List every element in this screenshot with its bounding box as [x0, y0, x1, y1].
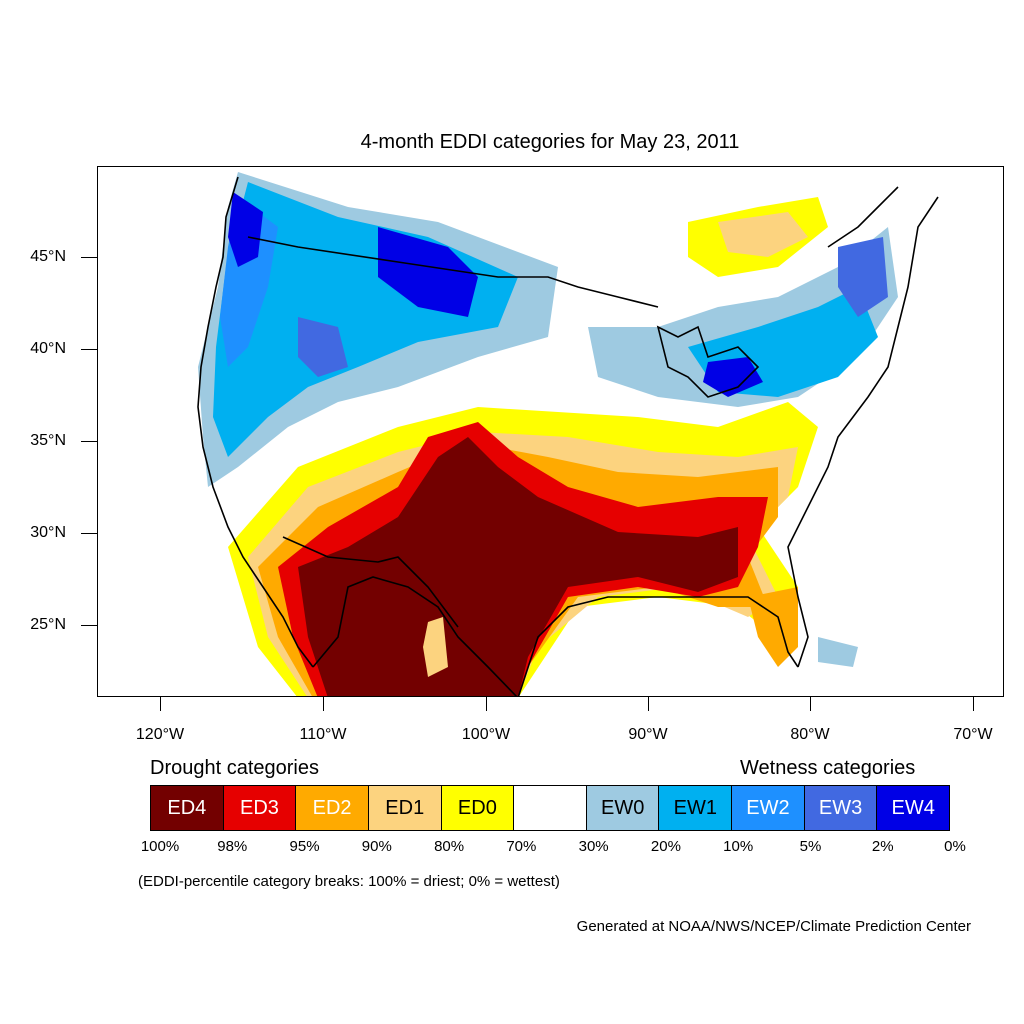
drought-heading: Drought categories [150, 757, 319, 779]
lat-label: 35°N [30, 432, 66, 449]
lon-label: 70°W [953, 726, 993, 743]
percentile-label: 0% [944, 838, 966, 855]
wet-region-montana [378, 227, 478, 317]
wet-region-new-england [838, 237, 888, 317]
map-title: 4-month EDDI categories for May 23, 2011 [360, 131, 740, 153]
atlantic-coast [787, 196, 939, 668]
percentile-label: 5% [799, 838, 822, 855]
lon-label: 100°W [461, 726, 511, 743]
great-lakes-outline [656, 325, 760, 398]
lat-tick [81, 533, 97, 534]
legend-bar: ED4 ED3 ED2 ED1 ED0 EW0 EW1 EW2 EW3 EW4 [150, 785, 950, 831]
percentile-label: 30% [578, 838, 609, 855]
dry-region-ed1-pocket [423, 617, 448, 677]
percentile-label: 20% [650, 838, 681, 855]
canada-border [247, 236, 659, 308]
wet-region-florida-keys [818, 637, 858, 667]
lat-tick [81, 625, 97, 626]
percentile-label: 10% [723, 838, 754, 855]
lat-label: 45°N [30, 248, 66, 265]
gulf-coast [312, 576, 518, 696]
legend-swatch-neutral [514, 786, 587, 830]
mexico-border [282, 536, 459, 628]
percentile-label: 80% [434, 838, 465, 855]
wet-region-washington [228, 192, 263, 267]
lon-tick [486, 697, 487, 711]
map-frame[interactable] [97, 166, 1004, 697]
wet-region-lake-erie [703, 357, 763, 397]
legend-swatch-ed2: ED2 [296, 786, 369, 830]
lon-tick [323, 697, 324, 711]
lat-tick [81, 349, 97, 350]
lon-label: 120°W [135, 726, 185, 743]
category-note: (EDDI-percentile category breaks: 100% =… [138, 873, 560, 890]
dry-region-south-ed4 [298, 437, 738, 696]
wet-region-idaho [298, 317, 348, 377]
lon-label: 90°W [628, 726, 668, 743]
legend-swatch-ed1: ED1 [368, 786, 442, 830]
wetness-heading: Wetness categories [740, 757, 916, 779]
legend-swatch-ew0: EW0 [586, 786, 660, 830]
percentile-label: 95% [289, 838, 320, 855]
lon-tick [973, 697, 974, 711]
lat-label: 40°N [30, 340, 66, 357]
lon-tick [648, 697, 649, 711]
percentile-label: 98% [217, 838, 248, 855]
legend-swatch-ew1: EW1 [659, 786, 733, 830]
lon-tick [810, 697, 811, 711]
coastline-and-boundaries [197, 176, 939, 696]
eddi-map [197, 172, 939, 696]
lon-tick [160, 697, 161, 711]
legend-swatch-ew3: EW3 [804, 786, 878, 830]
percentile-label: 90% [361, 838, 392, 855]
west-coast [197, 176, 314, 668]
legend-swatch-ed0: ED0 [441, 786, 515, 830]
dry-region-upper-michigan-core [718, 212, 808, 257]
lat-tick [81, 441, 97, 442]
legend-swatch-ed3: ED3 [223, 786, 297, 830]
legend-swatch-ew4: EW4 [877, 786, 950, 830]
lat-label: 25°N [30, 616, 66, 633]
map-shading [198, 172, 898, 696]
percentile-label: 100% [140, 838, 180, 855]
texas-coast [517, 596, 799, 696]
lon-label: 80°W [790, 726, 830, 743]
lat-label: 30°N [30, 524, 66, 541]
lon-label: 110°W [299, 726, 347, 743]
dry-region-florida [748, 587, 798, 667]
legend-swatch-ew2: EW2 [732, 786, 805, 830]
legend-swatch-ed4: ED4 [151, 786, 224, 830]
canada-east [827, 186, 899, 248]
percentile-label: 70% [506, 838, 537, 855]
percentile-label: 2% [871, 838, 894, 855]
credit-line: Generated at NOAA/NWS/NCEP/Climate Predi… [576, 918, 971, 935]
lat-tick [81, 257, 97, 258]
